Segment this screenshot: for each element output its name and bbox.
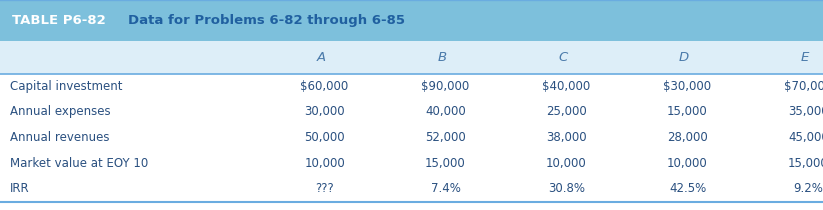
Text: $90,000: $90,000 <box>421 80 470 93</box>
Text: $40,000: $40,000 <box>542 80 591 93</box>
Text: 15,000: 15,000 <box>425 157 466 170</box>
Text: 38,000: 38,000 <box>546 131 587 144</box>
Text: 40,000: 40,000 <box>425 105 466 118</box>
Text: 9.2%: 9.2% <box>793 182 823 195</box>
Text: TABLE P6-82: TABLE P6-82 <box>12 14 106 27</box>
Bar <box>0 0 823 41</box>
Text: Data for Problems 6-82 through 6-85: Data for Problems 6-82 through 6-85 <box>128 14 405 27</box>
Text: Capital investment: Capital investment <box>10 80 123 93</box>
Bar <box>0 99 823 125</box>
Text: Market value at EOY 10: Market value at EOY 10 <box>10 157 148 170</box>
Bar <box>0 74 823 99</box>
Text: $70,000: $70,000 <box>784 80 823 93</box>
Text: 25,000: 25,000 <box>546 105 587 118</box>
Text: 10,000: 10,000 <box>667 157 708 170</box>
Text: 28,000: 28,000 <box>667 131 708 144</box>
Text: 10,000: 10,000 <box>305 157 345 170</box>
Text: E: E <box>801 51 809 64</box>
Text: 15,000: 15,000 <box>667 105 708 118</box>
Text: 52,000: 52,000 <box>425 131 466 144</box>
Bar <box>0 150 823 176</box>
Text: A: A <box>316 51 325 64</box>
Text: 10,000: 10,000 <box>546 157 587 170</box>
Text: 42.5%: 42.5% <box>669 182 706 195</box>
Text: D: D <box>679 51 689 64</box>
Text: $60,000: $60,000 <box>300 80 349 93</box>
Text: ???: ??? <box>315 182 334 195</box>
Text: 7.4%: 7.4% <box>430 182 461 195</box>
Text: IRR: IRR <box>10 182 30 195</box>
Text: 15,000: 15,000 <box>788 157 823 170</box>
Text: B: B <box>437 51 446 64</box>
Bar <box>0 41 823 74</box>
Bar <box>0 176 823 202</box>
Text: 35,000: 35,000 <box>788 105 823 118</box>
Text: Annual revenues: Annual revenues <box>10 131 109 144</box>
Bar <box>0 125 823 150</box>
Text: 45,000: 45,000 <box>788 131 823 144</box>
Text: 50,000: 50,000 <box>305 131 345 144</box>
Text: C: C <box>558 51 568 64</box>
Text: $30,000: $30,000 <box>663 80 712 93</box>
Text: Annual expenses: Annual expenses <box>10 105 110 118</box>
Text: 30.8%: 30.8% <box>548 182 585 195</box>
Text: 30,000: 30,000 <box>305 105 345 118</box>
